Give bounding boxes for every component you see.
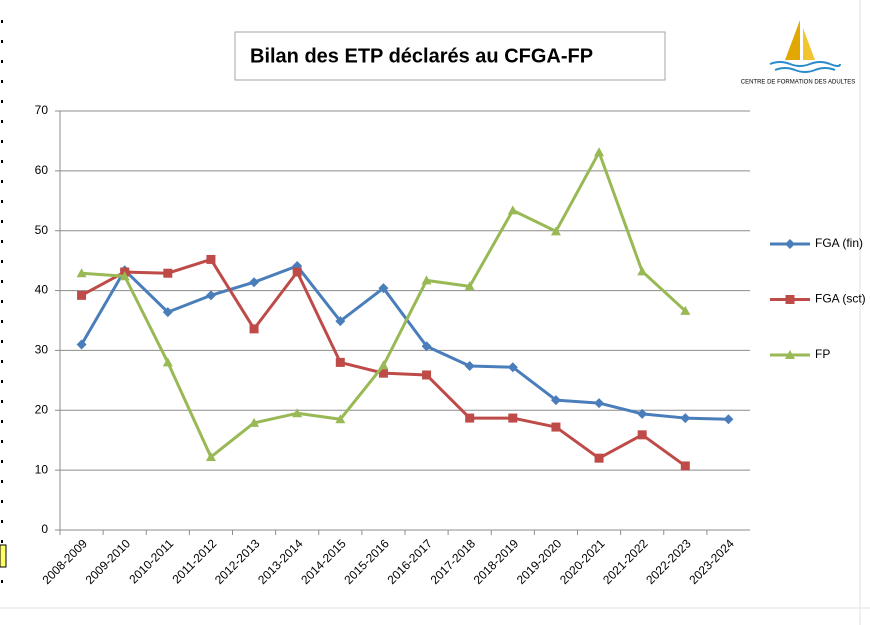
point — [637, 266, 648, 276]
point — [249, 324, 259, 334]
y-tick-label: 20 — [35, 402, 49, 416]
y-tick-label: 70 — [35, 103, 49, 117]
y-tick-label: 40 — [35, 283, 49, 297]
legend-marker — [785, 350, 795, 359]
point — [292, 267, 302, 277]
point — [507, 362, 518, 373]
series-line — [80, 264, 729, 421]
point — [77, 290, 87, 300]
point — [205, 451, 216, 461]
point — [163, 268, 173, 278]
point — [464, 360, 475, 371]
point — [594, 147, 605, 157]
point — [421, 341, 432, 352]
point — [162, 357, 173, 367]
point — [594, 453, 604, 463]
logo-text: CENTRE DE FORMATION DES ADULTES — [741, 80, 855, 86]
legend-marker — [785, 239, 795, 249]
point — [206, 254, 216, 264]
y-tick-label: 10 — [35, 462, 49, 476]
legend-label: FP — [815, 347, 830, 361]
point — [378, 283, 389, 294]
point — [205, 290, 216, 301]
point — [249, 417, 260, 427]
point — [378, 368, 388, 378]
chart-title: Bilan des ETP déclarés au CFGA-FP — [250, 45, 593, 67]
point — [378, 360, 389, 370]
legend-label: FGA (sct) — [815, 292, 866, 306]
point — [723, 414, 734, 425]
point — [680, 413, 691, 424]
point — [465, 413, 475, 423]
legend-label: FGA (fin) — [815, 236, 863, 250]
point — [292, 408, 303, 418]
point — [335, 316, 346, 327]
point — [508, 413, 518, 423]
y-tick-label: 0 — [41, 522, 48, 536]
series — [77, 254, 690, 471]
series — [76, 147, 691, 461]
point — [335, 357, 345, 367]
series — [76, 261, 734, 425]
point — [162, 307, 173, 318]
point — [637, 408, 648, 419]
point — [76, 339, 87, 350]
point — [594, 398, 605, 409]
y-tick-label: 60 — [35, 163, 49, 177]
point — [550, 226, 561, 236]
point — [551, 422, 561, 432]
point — [680, 305, 691, 315]
point — [421, 275, 432, 285]
point — [507, 205, 518, 215]
legend-marker — [785, 295, 795, 304]
point — [422, 370, 432, 380]
point — [76, 268, 87, 278]
point — [550, 395, 561, 406]
point — [637, 430, 647, 440]
point — [249, 277, 260, 288]
y-tick-label: 30 — [35, 343, 49, 357]
logo — [769, 20, 841, 73]
point — [119, 271, 130, 281]
point — [335, 414, 346, 424]
title-box — [234, 31, 666, 81]
point — [464, 281, 475, 291]
y-tick-label: 50 — [35, 223, 49, 237]
point — [680, 461, 690, 471]
